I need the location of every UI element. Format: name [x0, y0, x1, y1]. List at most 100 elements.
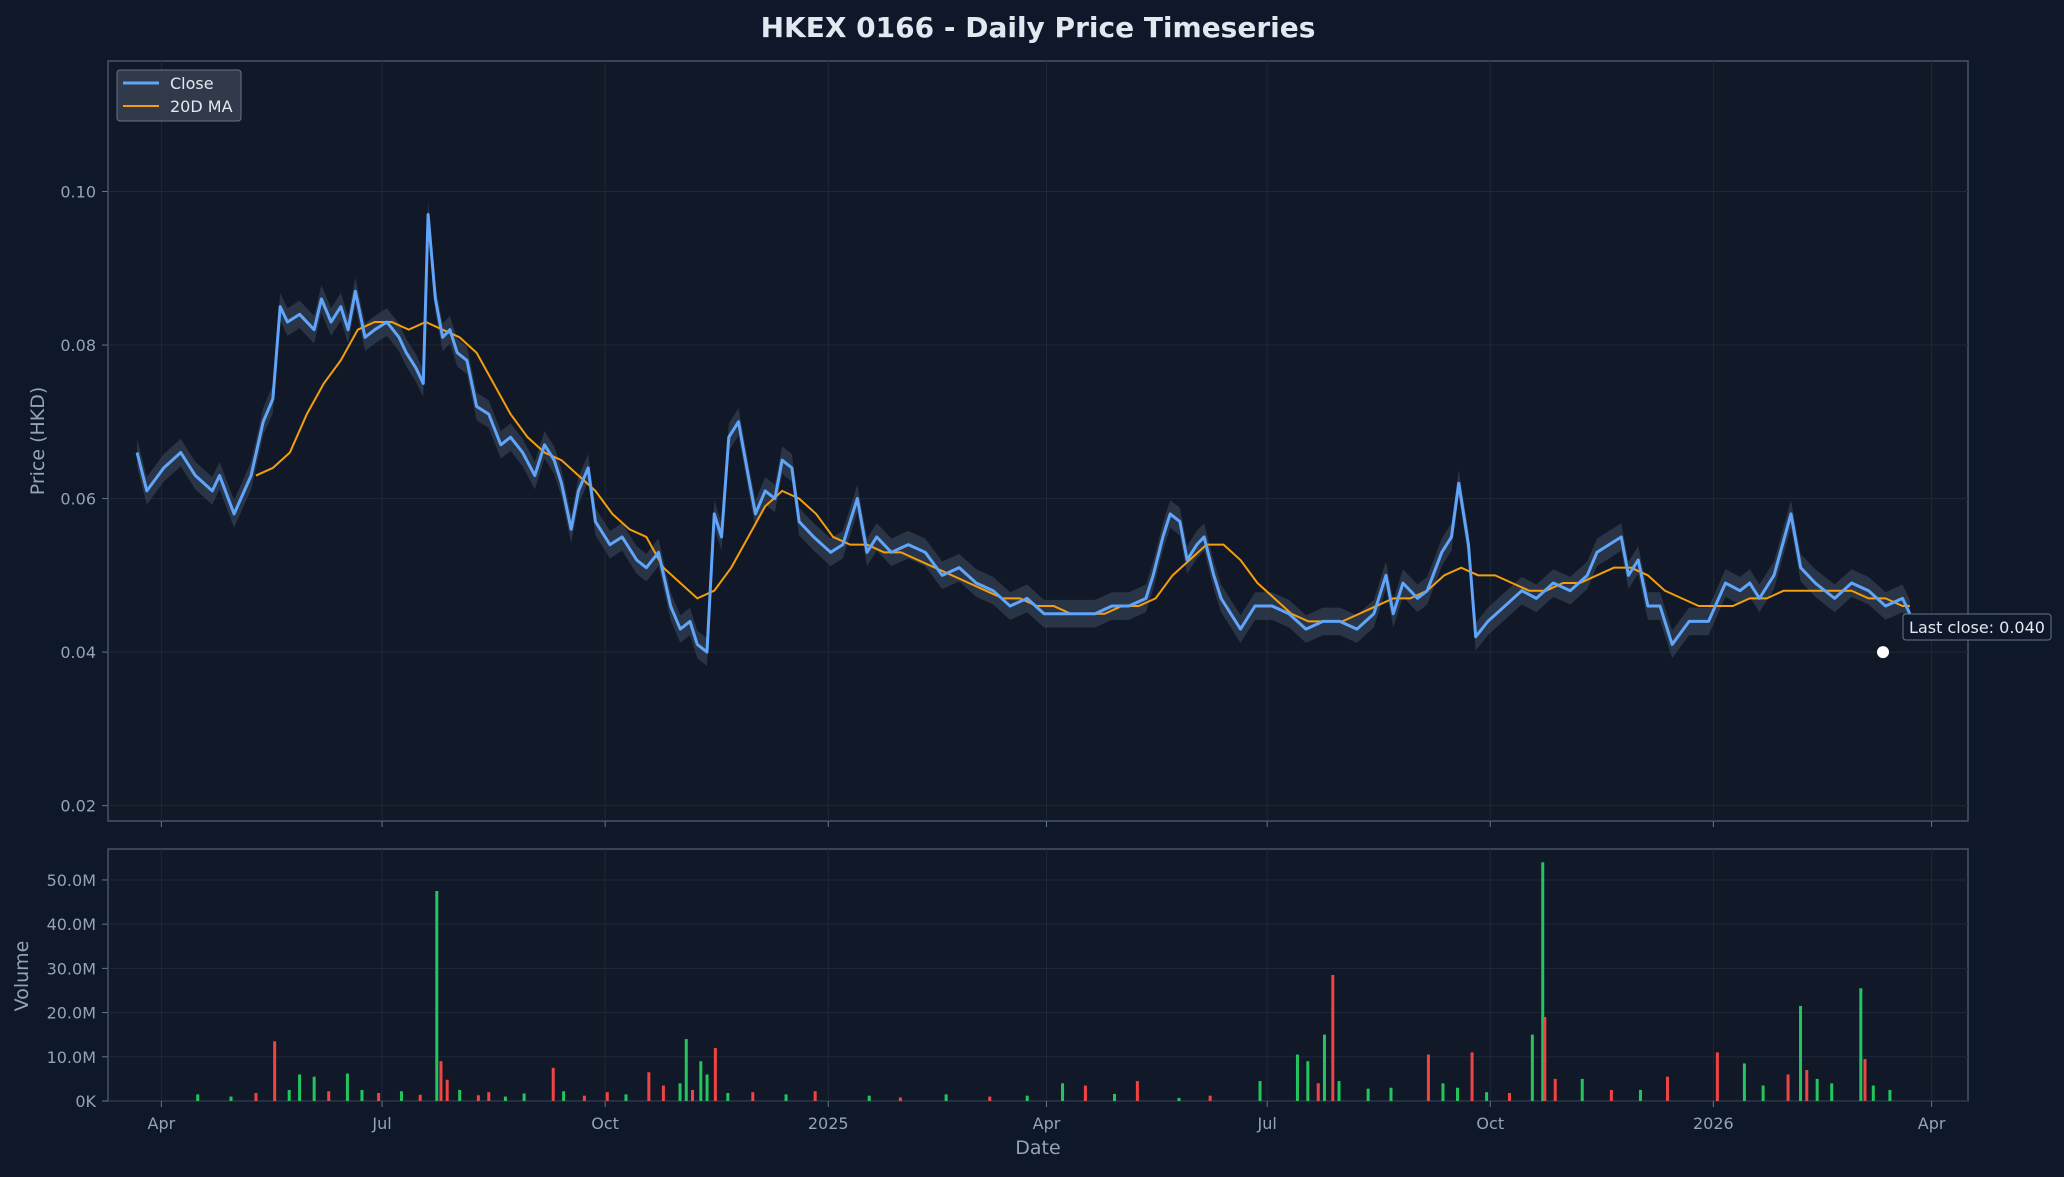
volume-bar: [439, 1061, 443, 1101]
close-range-band-area: [137, 200, 1910, 666]
volume-bar: [273, 1041, 277, 1101]
volume-bar: [487, 1092, 491, 1101]
volume-bar: [1507, 1093, 1511, 1101]
volume-bar: [254, 1093, 258, 1101]
x-tick-label: 2025: [808, 1114, 849, 1133]
volume-bar: [312, 1076, 316, 1101]
volume-bar: [1541, 862, 1545, 1101]
x-axis-label: Date: [1015, 1137, 1060, 1159]
volume-bars: [196, 862, 1892, 1101]
x-tick-label: Apr: [1918, 1114, 1946, 1133]
volume-y-axis-label: Volume: [11, 941, 33, 1012]
volume-bar: [898, 1097, 902, 1101]
legend-close-label: Close: [170, 74, 214, 93]
volume-bar: [445, 1079, 449, 1101]
x-tick-label: Oct: [1476, 1114, 1504, 1133]
volume-bar: [1083, 1085, 1087, 1101]
volume-bar: [1799, 1005, 1803, 1101]
legend: Close 20D MA: [116, 69, 242, 122]
volume-bar: [522, 1093, 526, 1101]
volume-bar: [1366, 1088, 1370, 1101]
volume-bar: [287, 1089, 291, 1101]
volume-bar: [1742, 1063, 1746, 1101]
legend-ma-label: 20D MA: [170, 97, 233, 116]
volume-bar: [684, 1039, 688, 1101]
volume-bar: [1295, 1054, 1299, 1101]
volume-bar: [1863, 1059, 1867, 1101]
close-range-band: [137, 200, 1910, 666]
volume-bar: [1761, 1085, 1765, 1101]
volume-bar: [699, 1061, 703, 1101]
volume-bar: [647, 1072, 651, 1101]
volume-bar: [1456, 1087, 1460, 1101]
volume-bar: [298, 1074, 302, 1101]
price-y-tick-label: 0.02: [60, 797, 96, 816]
volume-bar: [1830, 1083, 1834, 1101]
volume-bar: [1208, 1095, 1212, 1101]
volume-bar: [944, 1094, 948, 1101]
price-gridlines: [108, 61, 1968, 821]
volume-bar: [1638, 1089, 1642, 1101]
volume-bar: [1786, 1074, 1790, 1101]
volume-bar: [661, 1085, 665, 1101]
price-y-tick-label: 0.10: [60, 183, 96, 202]
x-tick-label: Apr: [148, 1114, 176, 1133]
volume-bar: [1306, 1061, 1310, 1101]
x-tick-label: Oct: [591, 1114, 619, 1133]
price-lines: [135, 213, 1912, 654]
volume-bar: [435, 891, 439, 1101]
volume-bar: [751, 1092, 755, 1101]
x-tick-label: Jul: [371, 1114, 391, 1133]
volume-bar: [1665, 1076, 1669, 1101]
volume-bar: [1715, 1052, 1719, 1101]
volume-bar: [713, 1047, 717, 1101]
volume-bar: [377, 1093, 381, 1101]
price-y-tick-label: 0.04: [60, 643, 96, 662]
volume-bar: [726, 1093, 730, 1101]
volume-bar: [458, 1089, 462, 1101]
volume-bar: [1888, 1089, 1892, 1101]
volume-y-tick-label: 10.0M: [47, 1048, 96, 1067]
volume-bar: [1426, 1054, 1430, 1101]
volume-bar: [1871, 1085, 1875, 1101]
volume-bar: [624, 1094, 628, 1101]
close-line: [135, 213, 1912, 654]
volume-bar: [360, 1089, 364, 1101]
volume-y-tick-label: 30.0M: [47, 959, 96, 978]
volume-bar: [1177, 1097, 1181, 1101]
last-close-marker: [1877, 646, 1889, 659]
x-tick-label: 2026: [1693, 1114, 1734, 1133]
volume-y-tick-label: 20.0M: [47, 1004, 96, 1023]
volume-y-tick-label: 0K: [75, 1092, 96, 1111]
volume-bar: [1135, 1081, 1139, 1101]
volume-bar: [605, 1092, 609, 1101]
volume-bar: [867, 1095, 871, 1101]
volume-bar: [1609, 1089, 1613, 1101]
volume-panel: [107, 848, 1969, 1102]
volume-y-tick-label: 50.0M: [47, 871, 96, 890]
volume-bar: [813, 1091, 817, 1101]
volume-bar: [1441, 1083, 1445, 1101]
volume-bar: [1322, 1034, 1326, 1101]
volume-bar: [503, 1096, 507, 1101]
volume-y-tick-label: 40.0M: [47, 915, 96, 934]
last-close-box: [1902, 613, 2052, 641]
chart-title: HKEX 0166 - Daily Price Timeseries: [761, 11, 1316, 44]
price-x-ticks: [160, 821, 1933, 827]
volume-bar: [784, 1094, 788, 1101]
price-y-axis-label: Price (HKD): [27, 387, 49, 496]
volume-bar: [399, 1091, 403, 1101]
volume-bar: [1061, 1083, 1065, 1101]
volume-bar: [691, 1089, 695, 1101]
volume-bar: [345, 1073, 349, 1101]
price-y-tick-label: 0.08: [60, 336, 96, 355]
volume-bar: [1389, 1087, 1393, 1101]
volume-bar: [1316, 1083, 1320, 1101]
volume-bar: [1805, 1070, 1809, 1101]
volume-bar: [1025, 1095, 1029, 1101]
volume-bar: [229, 1096, 233, 1101]
volume-bar: [1485, 1092, 1489, 1101]
volume-x-ticks: Apr Jul Oct 2025 Apr Jul Oct 2026 Apr: [148, 1101, 1946, 1133]
